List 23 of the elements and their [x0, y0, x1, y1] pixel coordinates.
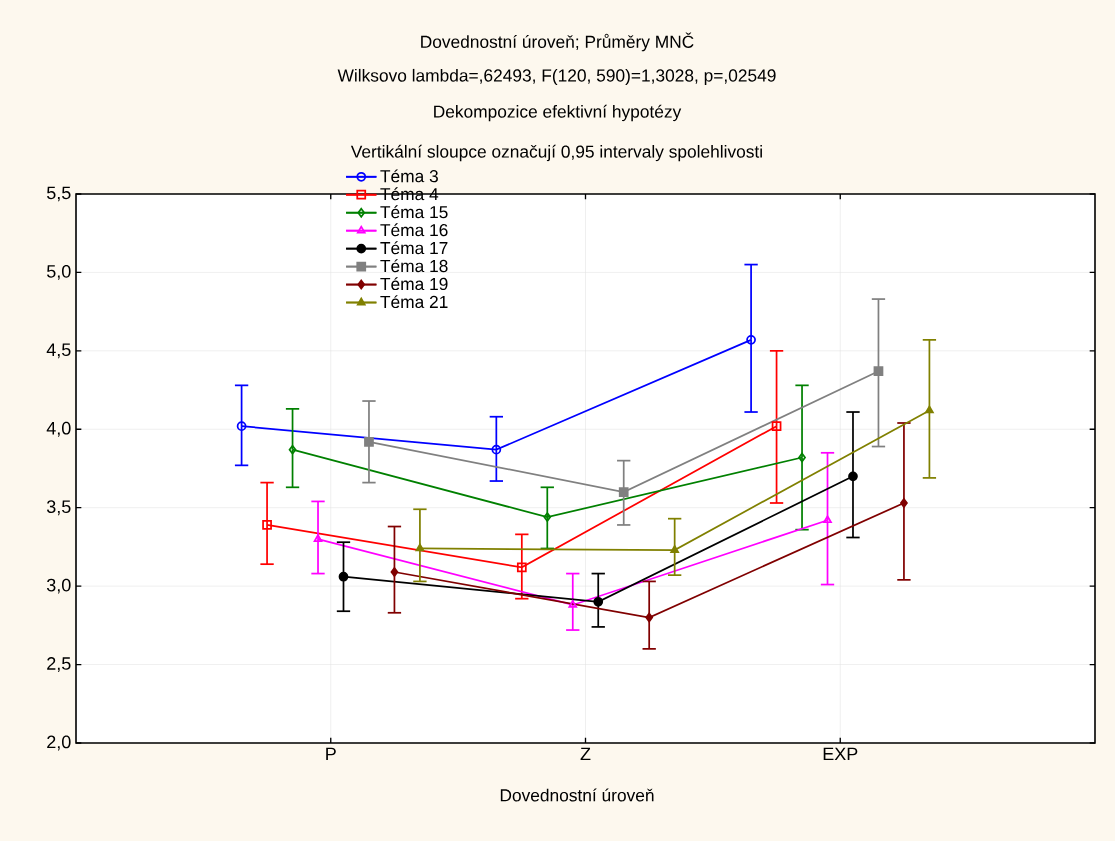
legend-label: Téma 3	[380, 169, 438, 183]
y-tick-label: 5,0	[46, 264, 71, 280]
y-tick-label: 5,5	[46, 186, 71, 202]
legend-label: Téma 16	[380, 223, 448, 237]
chart-subtitle: Wilksovo lambda=,62493, F(120, 590)=1,3028, p=,02549	[337, 68, 776, 86]
chart-title: Dovednostní úroveň; Průměry MNČ	[421, 32, 694, 52]
y-tick-label: 2,5	[47, 657, 71, 672]
y-tick-label: 3,5	[46, 500, 71, 516]
x-tick-label: EXP	[823, 747, 858, 761]
y-tick-label: 4,0	[46, 421, 71, 437]
text: Dekompozice efektivní hypotézy	[434, 104, 682, 122]
x-tick-label: P	[326, 747, 336, 761]
text: Vertikální sloupce označují 0,95 intervaly spolehlivosti	[350, 144, 762, 162]
x-axis-title: Dovednostní úroveň	[500, 788, 654, 802]
legend-label: Téma 18	[380, 259, 448, 273]
y-tick-label: 2,0	[47, 735, 71, 751]
y-tick-label: 4,5	[46, 343, 71, 359]
x-tick-label: Z	[580, 747, 591, 761]
y-tick-label: 3,0	[46, 578, 71, 594]
legend-label: Téma 17	[380, 241, 448, 255]
legend-label: Téma 19	[380, 277, 448, 291]
legend-label: Téma 21	[380, 295, 448, 309]
legend-label: Téma 15	[380, 205, 448, 219]
